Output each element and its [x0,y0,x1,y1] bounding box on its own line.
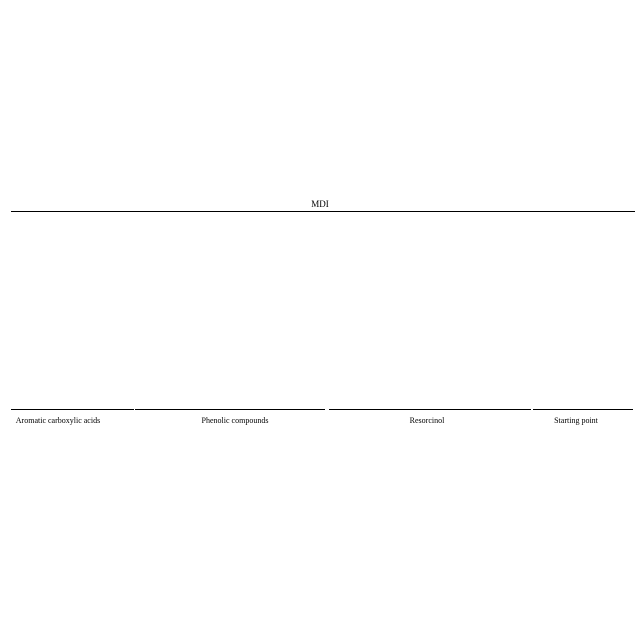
mdi-label: MDI [311,199,329,209]
group-rule-4 [533,409,633,410]
group-label-1: Aromatic carboxylic acids [15,416,101,425]
group-rule-3 [329,409,531,410]
group-label-3: Resorcinol [409,416,445,425]
group-label-4: Starting point [554,416,598,425]
group-rule-2 [135,409,325,410]
group-rule-1 [11,409,134,410]
top-rule [11,211,635,212]
group-label-2: Phenolic compounds [201,416,269,425]
